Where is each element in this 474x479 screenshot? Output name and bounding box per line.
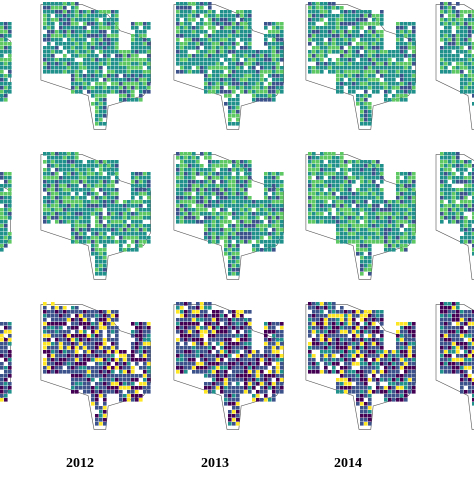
county-map — [0, 302, 12, 429]
county-map — [436, 302, 474, 429]
county-map — [436, 2, 474, 129]
year-label-2012: 2012 — [40, 456, 120, 472]
year-label-2014: 2014 — [308, 456, 388, 472]
year-label-2013: 2013 — [175, 456, 255, 472]
county-map — [306, 302, 416, 429]
county-map — [436, 152, 474, 279]
county-map — [174, 302, 284, 429]
county-map — [174, 152, 284, 279]
county-map — [41, 152, 151, 279]
county-map — [41, 302, 151, 429]
county-map — [0, 152, 12, 279]
county-map — [174, 2, 284, 129]
county-map — [306, 152, 416, 279]
county-map — [0, 2, 12, 129]
county-map — [306, 2, 416, 129]
year-label-2015-partial: 2 — [440, 456, 474, 472]
county-map — [41, 2, 151, 129]
